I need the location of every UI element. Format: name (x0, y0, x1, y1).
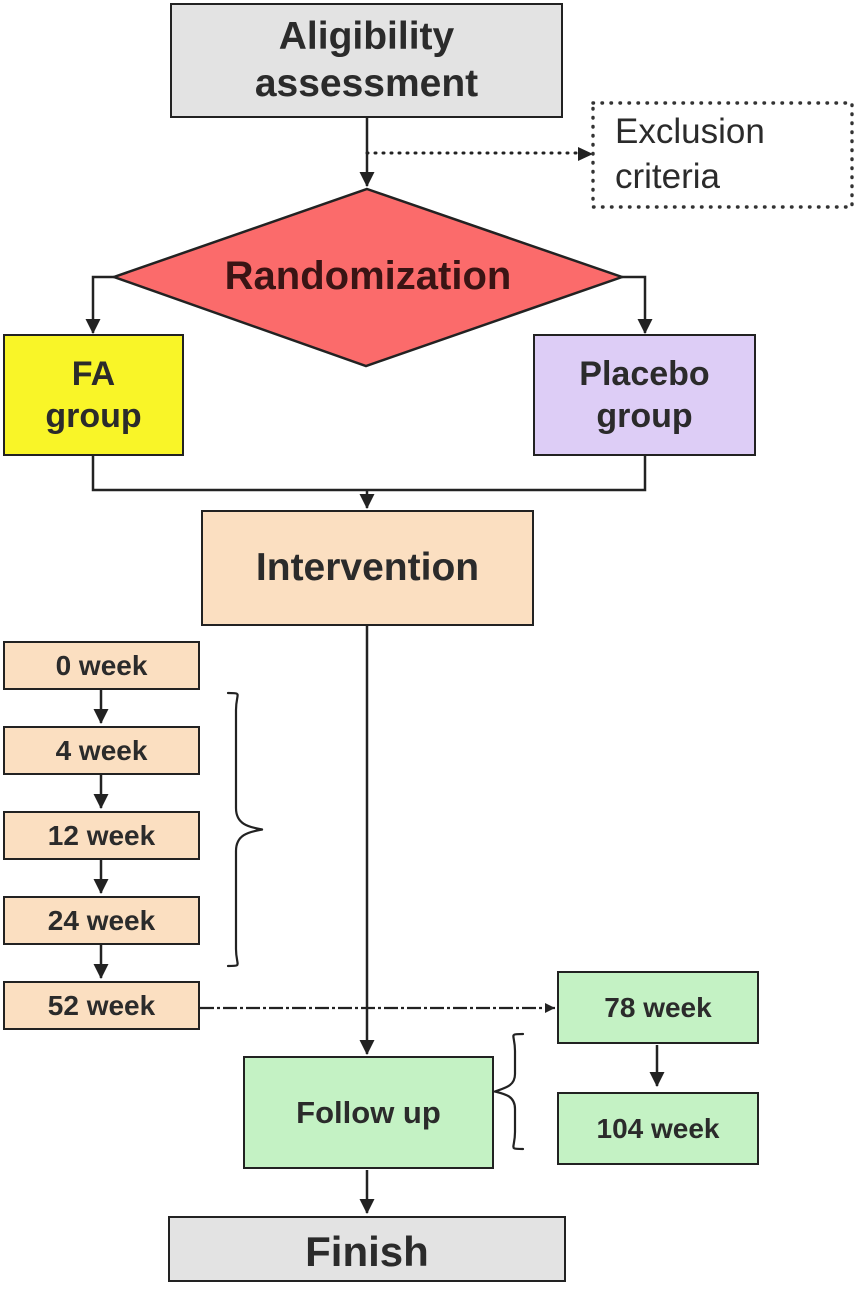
svg-text:Randomization: Randomization (225, 254, 512, 298)
